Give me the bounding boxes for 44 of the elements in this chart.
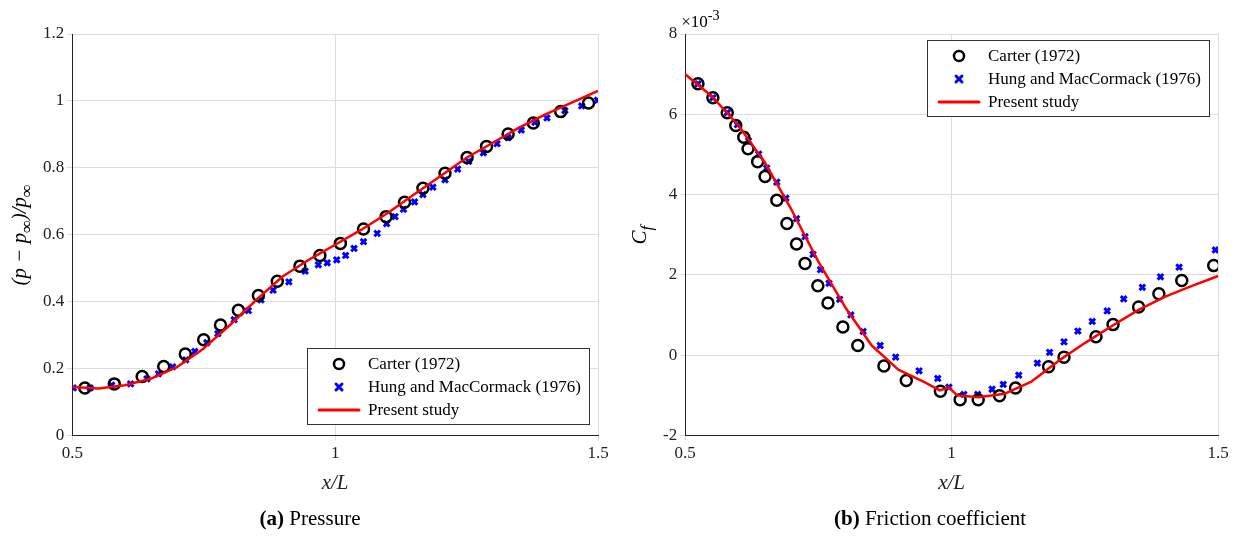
point [899, 373, 914, 388]
legend-label: Present study [988, 91, 1080, 113]
point [780, 216, 794, 231]
text: ×10$^{-3}$ [681, 7, 720, 32]
x-tick-label: 1.5 [1207, 443, 1229, 463]
x-axis-title: x/L [320, 469, 349, 494]
y-tick-label: 0 [668, 344, 678, 364]
x-tick-label: 1 [947, 443, 956, 463]
legend-label: Hung and MacCormack (1976) [988, 68, 1201, 90]
point [851, 338, 865, 353]
point [581, 96, 596, 110]
x-axis-title: x/L [937, 469, 965, 494]
y-tick-label: 8 [668, 23, 678, 43]
y-tick-label: 0.4 [43, 291, 65, 311]
x-tick-label: 0.5 [61, 443, 83, 463]
y-tick-label: 2 [668, 264, 678, 284]
x-tick-label: 1 [330, 443, 340, 463]
y-tick-label: 0.2 [43, 357, 65, 377]
point [877, 359, 891, 373]
y-tick-label: 0 [55, 424, 65, 444]
legend-label: Present study [368, 399, 460, 422]
point [836, 320, 850, 334]
point [821, 296, 835, 310]
legend-label: Carter (1972) [988, 45, 1081, 67]
point [789, 237, 804, 251]
point [811, 278, 825, 293]
legend-label: Hung and MacCormack (1976) [368, 376, 581, 399]
y-tick-label: 1.2 [43, 23, 65, 43]
point [1206, 258, 1218, 273]
text: (a) Pressure [258, 506, 362, 531]
y-tick-label: 0.6 [43, 224, 65, 244]
point [1175, 273, 1189, 288]
point [758, 169, 772, 184]
y-tick-label: 1 [55, 90, 65, 110]
y-tick-label: 4 [668, 184, 678, 204]
legend-label: Carter (1972) [368, 353, 461, 376]
text: (b) Friction coefficient [832, 506, 1028, 531]
y-tick-label: -2 [662, 424, 678, 444]
y-tick-label: 0.8 [43, 157, 65, 177]
x-tick-label: 1.5 [587, 443, 609, 463]
point [798, 256, 812, 271]
x-tick-label: 0.5 [674, 443, 696, 463]
y-tick-label: 6 [668, 103, 678, 123]
point [770, 193, 784, 207]
